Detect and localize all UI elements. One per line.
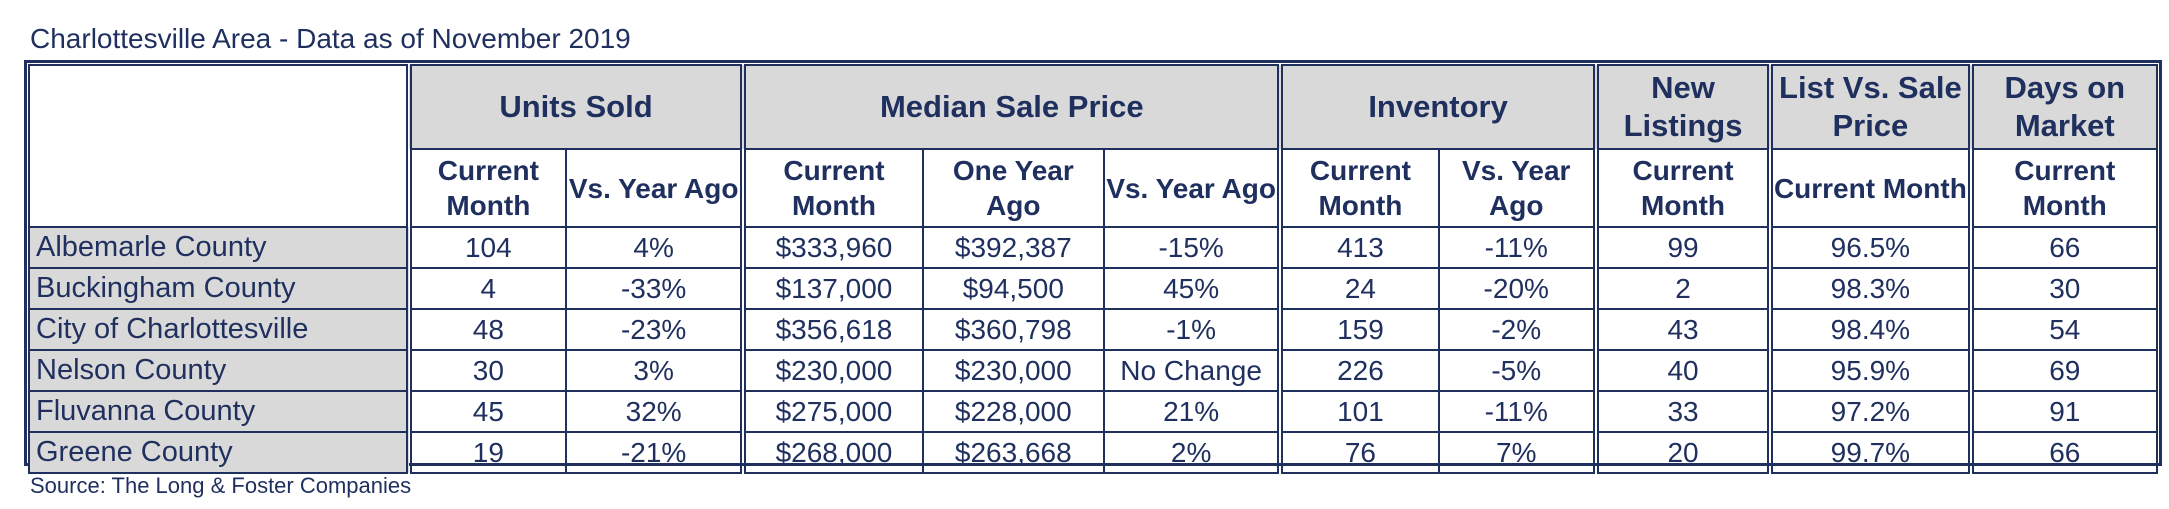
- table-cell: 30: [1967, 267, 2159, 310]
- table-cell: $275,000: [740, 390, 924, 433]
- subheader-listings-current: Current Month: [1592, 148, 1772, 228]
- table-cell: 30: [405, 349, 567, 392]
- table-cell: 4: [405, 267, 567, 310]
- table-cell: -23%: [564, 308, 745, 351]
- table-cell: -11%: [1437, 226, 1597, 269]
- table-cell: -20%: [1437, 267, 1597, 310]
- table-cell: 24: [1277, 267, 1440, 310]
- market-data-table: Units Sold Median Sale Price Inventory N…: [28, 64, 2159, 474]
- subheader-price-vs-year: Vs. Year Ago: [1102, 148, 1282, 228]
- row-area-label: Greene County: [28, 431, 410, 474]
- subheader-list-sale-current: Current Month: [1767, 148, 1972, 228]
- table-cell: 96.5%: [1767, 226, 1972, 269]
- table-cell: $94,500: [921, 267, 1105, 310]
- table-cell: -21%: [564, 431, 745, 474]
- row-area-label: Buckingham County: [28, 267, 410, 310]
- table-cell: -5%: [1437, 349, 1597, 392]
- table-cell: 91: [1967, 390, 2159, 433]
- table-cell: $137,000: [740, 267, 924, 310]
- table-cell: 76: [1277, 431, 1440, 474]
- table-body: Albemarle County 104 4% $333,960 $392,387 -15…: [28, 226, 2159, 474]
- table-row: City of Charlottesville 48 -23% $356,618 $36…: [28, 308, 2159, 351]
- subheader-inventory-vs-year: Vs. Year Ago: [1437, 148, 1597, 228]
- table-cell: 104: [405, 226, 567, 269]
- group-header-median-sale-price: Median Sale Price: [740, 64, 1282, 150]
- table-cell: 413: [1277, 226, 1440, 269]
- table-cell: $333,960: [740, 226, 924, 269]
- table-cell: $230,000: [740, 349, 924, 392]
- subheader-price-one-year: One Year Ago: [921, 148, 1105, 228]
- table-cell: 66: [1967, 431, 2159, 474]
- table-cell: 98.4%: [1767, 308, 1972, 351]
- group-header-units-sold: Units Sold: [405, 64, 745, 150]
- table-cell: 21%: [1102, 390, 1282, 433]
- row-area-label: Albemarle County: [28, 226, 410, 269]
- table-cell: 32%: [564, 390, 745, 433]
- market-data-table-frame: Units Sold Median Sale Price Inventory N…: [24, 60, 2162, 474]
- table-cell: 48: [405, 308, 567, 351]
- table-row: Buckingham County 4 -33% $137,000 $94,500 45%…: [28, 267, 2159, 310]
- page-title: Charlottesville Area - Data as of Novemb…: [30, 23, 631, 54]
- table-cell: 7%: [1437, 431, 1597, 474]
- table-cell: $356,618: [740, 308, 924, 351]
- table-cell: 99: [1592, 226, 1772, 269]
- table-cell: -33%: [564, 267, 745, 310]
- group-header-inventory: Inventory: [1277, 64, 1597, 150]
- table-cell: $263,668: [921, 431, 1105, 474]
- subheader-days-current: Current Month: [1967, 148, 2159, 228]
- table-row: Greene County 19 -21% $268,000 $263,668 2% 76 7…: [28, 431, 2159, 474]
- table-cell: 159: [1277, 308, 1440, 351]
- subheader-inventory-current: Current Month: [1277, 148, 1440, 228]
- table-cell: $268,000: [740, 431, 924, 474]
- row-area-label: Fluvanna County: [28, 390, 410, 433]
- table-cell: 69: [1967, 349, 2159, 392]
- table-cell: -2%: [1437, 308, 1597, 351]
- row-area-label: Nelson County: [28, 349, 410, 392]
- table-cell: -11%: [1437, 390, 1597, 433]
- table-cell: -15%: [1102, 226, 1282, 269]
- table-cell: 98.3%: [1767, 267, 1972, 310]
- table-cell: 95.9%: [1767, 349, 1972, 392]
- subheader-units-current: Current Month: [405, 148, 567, 228]
- table-cell: 2%: [1102, 431, 1282, 474]
- table-cell: 66: [1967, 226, 2159, 269]
- subheader-price-current: Current Month: [740, 148, 924, 228]
- table-row: Nelson County 30 3% $230,000 $230,000 No Chan…: [28, 349, 2159, 392]
- table-cell: $228,000: [921, 390, 1105, 433]
- corner-cell: [28, 64, 410, 228]
- table-cell: 54: [1967, 308, 2159, 351]
- table-cell: 20: [1592, 431, 1772, 474]
- table-row: Albemarle County 104 4% $333,960 $392,387 -15…: [28, 226, 2159, 269]
- source-note: Source: The Long & Foster Companies: [30, 473, 412, 498]
- table-cell: 97.2%: [1767, 390, 1972, 433]
- group-header-new-listings: New Listings: [1592, 64, 1772, 150]
- table-cell: $230,000: [921, 349, 1105, 392]
- table-cell: 101: [1277, 390, 1440, 433]
- table-cell: 99.7%: [1767, 431, 1972, 474]
- table-cell: No Change: [1102, 349, 1282, 392]
- table-cell: -1%: [1102, 308, 1282, 351]
- table-cell: 226: [1277, 349, 1440, 392]
- table-cell: 45: [405, 390, 567, 433]
- table-cell: $392,387: [921, 226, 1105, 269]
- table-cell: 33: [1592, 390, 1772, 433]
- row-area-label: City of Charlottesville: [28, 308, 410, 351]
- subheader-units-vs-year: Vs. Year Ago: [564, 148, 745, 228]
- table-cell: 45%: [1102, 267, 1282, 310]
- table-row: Fluvanna County 45 32% $275,000 $228,000 21% 1…: [28, 390, 2159, 433]
- table-cell: 2: [1592, 267, 1772, 310]
- group-header-row: Units Sold Median Sale Price Inventory N…: [28, 64, 2159, 228]
- table-cell: 3%: [564, 349, 745, 392]
- table-cell: 43: [1592, 308, 1772, 351]
- table-cell: 4%: [564, 226, 745, 269]
- group-header-days-on-market: Days on Market: [1967, 64, 2159, 150]
- table-cell: 19: [405, 431, 567, 474]
- table-cell: 40: [1592, 349, 1772, 392]
- table-cell: $360,798: [921, 308, 1105, 351]
- sub-header-row: Current Month Vs. Year Ago Current Month…: [29, 148, 2159, 228]
- group-header-list-vs-sale-price: List Vs. Sale Price: [1767, 64, 1972, 150]
